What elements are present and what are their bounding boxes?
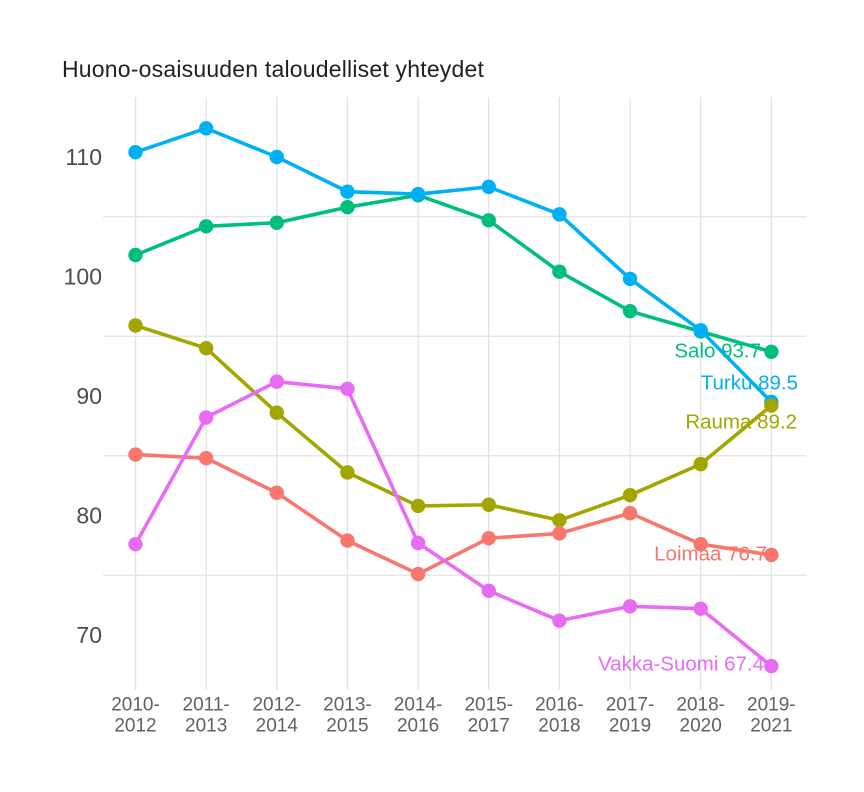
x-tick-label: 2015-	[464, 695, 513, 716]
data-point-rauma	[340, 465, 355, 480]
data-point-salo	[481, 213, 496, 228]
data-point-turku	[340, 184, 355, 199]
data-point-turku	[622, 271, 638, 287]
series-end-label-rauma: Rauma 89.2	[685, 411, 797, 434]
data-point-loimaa	[198, 450, 214, 466]
series-end-label-loimaa: Loimaa 76.7	[654, 543, 767, 566]
x-tick-label: 2012-	[252, 695, 301, 716]
chart-title: Huono-osaisuuden taloudelliset yhteydet	[62, 56, 485, 82]
series-line-salo	[133, 193, 774, 354]
series-line-turku	[133, 126, 774, 404]
data-point-rauma	[481, 497, 496, 512]
x-tick-label: 2014	[256, 716, 299, 737]
data-point-vakka-suomi	[410, 535, 426, 551]
data-point-rauma	[410, 498, 426, 514]
data-point-turku	[552, 207, 567, 222]
data-point-vakka-suomi	[552, 613, 567, 628]
data-point-vakka-suomi	[622, 599, 638, 614]
data-point-salo	[128, 247, 143, 263]
y-tick-label: 100	[64, 264, 102, 290]
data-point-rauma	[622, 487, 638, 503]
y-tick-label: 70	[76, 622, 102, 648]
x-tick-label: 2021	[750, 716, 792, 737]
data-point-salo	[552, 264, 567, 279]
x-tick-label: 2016-	[535, 695, 584, 716]
series-end-label-salo: Salo 93.7	[674, 340, 761, 363]
data-point-turku	[410, 186, 426, 202]
x-tick-label: 2014-	[394, 695, 443, 716]
data-point-vakka-suomi	[693, 601, 708, 616]
x-tick-label: 2013-	[323, 695, 372, 716]
x-tick-label: 2016	[397, 716, 439, 737]
data-point-loimaa	[410, 566, 426, 582]
x-tick-label: 2019	[609, 716, 651, 737]
data-point-rauma	[552, 513, 567, 528]
data-point-rauma	[269, 405, 284, 420]
data-point-loimaa	[340, 533, 355, 548]
x-tick-label: 2019-	[747, 695, 796, 716]
data-point-rauma	[764, 398, 779, 413]
x-tick-label: 2017-	[606, 695, 655, 716]
x-tick-label: 2018	[538, 716, 580, 737]
series-end-label-turku: Turku 89.5	[701, 372, 798, 395]
data-point-loimaa	[693, 536, 708, 552]
data-point-rauma	[693, 456, 708, 472]
data-point-loimaa	[128, 447, 143, 462]
data-point-turku	[128, 145, 143, 160]
data-point-loimaa	[764, 547, 779, 563]
x-tick-label: 2010-	[111, 695, 160, 716]
data-point-loimaa	[552, 526, 567, 541]
data-point-salo	[622, 303, 638, 319]
data-point-salo	[269, 215, 284, 230]
data-point-turku	[198, 121, 214, 136]
data-point-vakka-suomi	[198, 410, 214, 425]
data-point-turku	[693, 323, 708, 338]
x-tick-label: 2015	[326, 716, 368, 737]
series-line-vakka-suomi	[133, 379, 774, 668]
x-tick-label: 2017	[468, 716, 510, 737]
data-point-vakka-suomi	[128, 536, 143, 552]
x-tick-label: 2013	[185, 716, 227, 737]
x-tick-label: 2020	[680, 716, 722, 737]
data-point-rauma	[128, 318, 143, 333]
data-point-salo	[764, 344, 779, 359]
y-tick-label: 110	[65, 144, 102, 170]
data-point-loimaa	[622, 505, 638, 521]
data-point-loimaa	[269, 485, 284, 500]
data-point-turku	[481, 179, 496, 195]
series-line-rauma	[133, 323, 774, 523]
x-tick-label: 2011-	[183, 695, 230, 716]
data-point-salo	[340, 199, 355, 215]
series-line-loimaa	[133, 452, 774, 576]
data-point-rauma	[198, 341, 214, 356]
series-end-label-vakka-suomi: Vakka-Suomi 67.4	[598, 653, 764, 676]
y-tick-label: 90	[76, 383, 102, 409]
data-point-loimaa	[481, 531, 496, 546]
data-point-vakka-suomi	[340, 381, 355, 397]
x-tick-label: 2018-	[676, 695, 725, 716]
y-tick-label: 80	[76, 503, 102, 529]
data-point-vakka-suomi	[481, 583, 496, 598]
data-point-turku	[269, 149, 284, 165]
data-point-vakka-suomi	[764, 658, 779, 674]
data-point-salo	[198, 219, 214, 234]
data-point-vakka-suomi	[269, 374, 284, 389]
x-tick-label: 2012	[114, 716, 156, 737]
